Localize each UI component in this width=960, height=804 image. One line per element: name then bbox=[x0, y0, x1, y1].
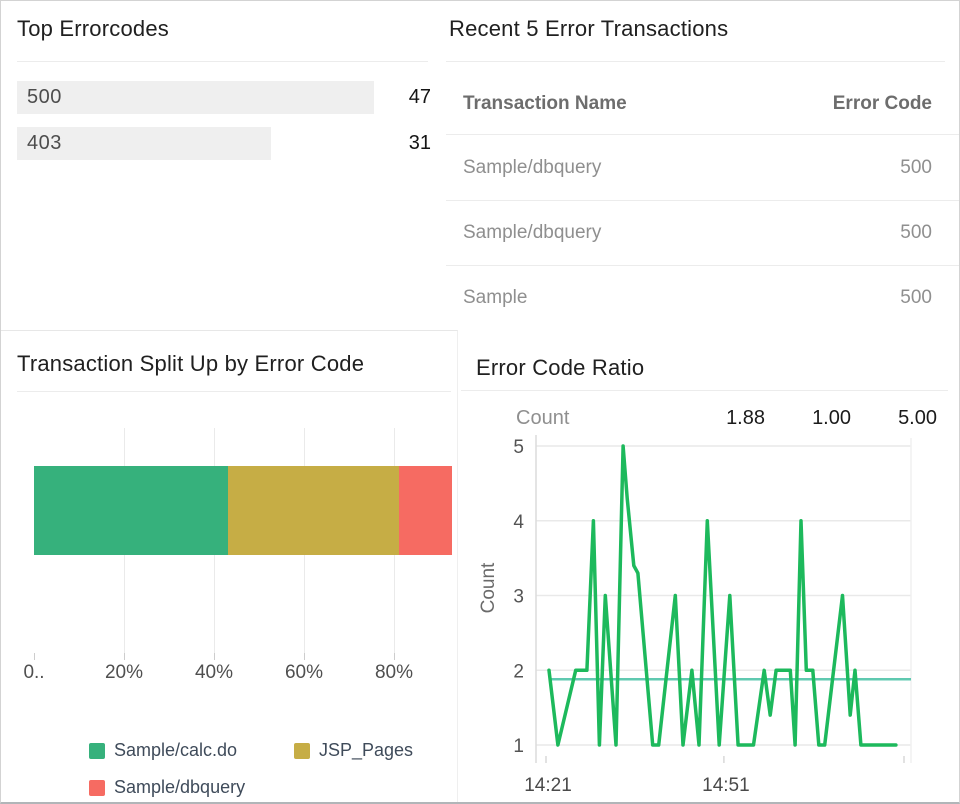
stats-values: 1.88 1.00 5.00 bbox=[679, 407, 937, 430]
errorcode-bar-row: 500 47 bbox=[17, 81, 431, 114]
legend-item[interactable]: Sample/calc.do bbox=[89, 740, 237, 761]
stats-min-value: 1.00 bbox=[812, 407, 851, 429]
bar-segment-sample-dbquery[interactable] bbox=[398, 466, 452, 555]
legend-item[interactable]: JSP_Pages bbox=[294, 740, 413, 761]
errorcode-value: 31 bbox=[408, 132, 431, 154]
legend-swatch bbox=[89, 779, 105, 796]
legend-item[interactable]: Sample/dbquery bbox=[89, 777, 245, 798]
axis-tick bbox=[124, 653, 125, 660]
column-header-transaction-name: Transaction Name bbox=[463, 92, 627, 114]
transactions-table-body: Sample/dbquery 500 Sample/dbquery 500 Sample… bbox=[446, 136, 959, 330]
y-axis-tick-label: 2 bbox=[513, 661, 524, 682]
legend-label: Sample/calc.do bbox=[114, 740, 238, 760]
count-series-line[interactable] bbox=[547, 444, 898, 747]
errorcode-value: 47 bbox=[408, 86, 431, 108]
bar-segment-jsp-pages[interactable] bbox=[227, 466, 399, 555]
axis-tick bbox=[304, 653, 305, 660]
x-axis-tick-label: 14:51 bbox=[702, 775, 750, 796]
y-axis-tick-label: 4 bbox=[513, 512, 524, 533]
error-code-cell: 500 bbox=[900, 287, 932, 308]
stacked-bar-track bbox=[34, 466, 452, 555]
errorcode-bar-row: 403 31 bbox=[17, 127, 431, 160]
axis-tick bbox=[394, 653, 395, 660]
widget-top-errorcodes: Top Errorcodes 500 47 403 31 bbox=[1, 1, 444, 329]
page-title-recent-transactions: Recent 5 Error Transactions bbox=[449, 16, 729, 41]
table-row[interactable]: Sample/dbquery 500 bbox=[446, 201, 959, 266]
stacked-bar[interactable] bbox=[34, 466, 452, 555]
y-axis-tick-label: 3 bbox=[513, 587, 524, 608]
page-title-error-code-ratio: Error Code Ratio bbox=[476, 355, 645, 380]
error-ratio-chart[interactable]: 1 2 3 4 5 14:21 14:51 Count bbox=[458, 410, 959, 802]
legend-swatch bbox=[294, 742, 310, 759]
errorcode-bar[interactable]: 403 bbox=[17, 127, 271, 160]
axis-tick-label: 60% bbox=[284, 662, 324, 683]
y-axis-title: Count bbox=[478, 562, 499, 613]
table-header-row: Transaction Name Error Code bbox=[446, 61, 959, 135]
title-divider bbox=[446, 61, 945, 62]
widget-error-code-ratio: Error Code Ratio Count 1.88 1.00 5.00 1 2… bbox=[458, 330, 959, 802]
error-code-cell: 500 bbox=[900, 222, 932, 243]
legend-swatch bbox=[89, 742, 105, 759]
y-axis-tick-label: 1 bbox=[513, 736, 524, 757]
x-axis-tick-label: 14:21 bbox=[524, 775, 572, 796]
axis-tick bbox=[34, 653, 35, 660]
table-row[interactable]: Sample 500 bbox=[446, 266, 959, 330]
line-chart-holder: 1 2 3 4 5 14:21 14:51 Count bbox=[458, 330, 959, 802]
axis-tick-label: 80% bbox=[374, 662, 414, 683]
y-axis-tick-label: 5 bbox=[513, 437, 524, 458]
legend-label: Sample/dbquery bbox=[114, 777, 246, 797]
transaction-name-cell: Sample bbox=[463, 287, 528, 308]
title-divider bbox=[17, 391, 451, 392]
axis-tick-label: 20% bbox=[104, 662, 144, 683]
bar-segment-sample-calc-do[interactable] bbox=[34, 466, 228, 555]
axis-tick bbox=[214, 653, 215, 660]
stats-average-value: 1.88 bbox=[726, 407, 765, 429]
errorcode-label: 500 bbox=[27, 86, 62, 108]
axis-tick-label: 40% bbox=[194, 662, 234, 683]
title-divider bbox=[461, 390, 948, 391]
errorcode-bar[interactable]: 500 bbox=[17, 81, 374, 114]
page-title-top-errorcodes: Top Errorcodes bbox=[17, 16, 169, 41]
stats-count-label: Count bbox=[516, 407, 570, 429]
column-header-error-code: Error Code bbox=[832, 92, 932, 114]
transaction-name-cell: Sample/dbquery bbox=[463, 222, 602, 243]
split-chart-area: 0.. 20% 40% 60% 80% bbox=[1, 331, 457, 802]
legend-label: JSP_Pages bbox=[319, 740, 414, 760]
widget-recent-error-transactions: Recent 5 Error Transactions Transaction … bbox=[446, 1, 959, 329]
axis-tick-label: 0.. bbox=[23, 662, 45, 683]
error-code-cell: 500 bbox=[900, 157, 932, 178]
stats-max-value: 5.00 bbox=[898, 407, 937, 429]
widget-transaction-split: Transaction Split Up by Error Code 0.. 20… bbox=[1, 330, 458, 802]
errorcode-label: 403 bbox=[27, 132, 62, 154]
transaction-name-cell: Sample/dbquery bbox=[463, 157, 602, 178]
ratio-stats-row: Count 1.88 1.00 5.00 bbox=[516, 407, 937, 430]
title-divider bbox=[17, 61, 428, 62]
table-row[interactable]: Sample/dbquery 500 bbox=[446, 136, 959, 201]
page-title-transaction-split: Transaction Split Up by Error Code bbox=[17, 351, 365, 376]
